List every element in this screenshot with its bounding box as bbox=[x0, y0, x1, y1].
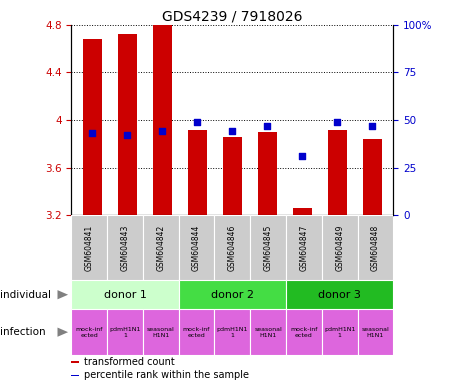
Text: GSM604842: GSM604842 bbox=[156, 225, 165, 271]
Bar bbox=[214, 215, 250, 280]
Bar bbox=[178, 215, 214, 280]
Text: pdmH1N1
1: pdmH1N1 1 bbox=[109, 327, 140, 338]
Text: donor 3: donor 3 bbox=[318, 290, 360, 300]
Bar bbox=[107, 215, 143, 280]
Bar bbox=[71, 309, 107, 355]
Bar bbox=[250, 215, 285, 280]
Bar bbox=[257, 132, 276, 215]
Text: transformed count: transformed count bbox=[84, 357, 174, 367]
Bar bbox=[327, 129, 346, 215]
Point bbox=[368, 122, 375, 129]
Bar bbox=[71, 361, 79, 363]
Text: seasonal
H1N1: seasonal H1N1 bbox=[361, 327, 388, 338]
Text: seasonal
H1N1: seasonal H1N1 bbox=[254, 327, 281, 338]
Bar bbox=[250, 309, 285, 355]
Text: GSM604844: GSM604844 bbox=[191, 225, 201, 271]
Text: GSM604848: GSM604848 bbox=[370, 225, 379, 271]
Text: GSM604843: GSM604843 bbox=[120, 225, 129, 271]
Text: mock-inf
ected: mock-inf ected bbox=[182, 327, 210, 338]
Bar bbox=[285, 280, 392, 309]
Text: pdmH1N1
1: pdmH1N1 1 bbox=[323, 327, 354, 338]
Bar bbox=[214, 309, 250, 355]
Text: infection: infection bbox=[0, 327, 46, 337]
Point bbox=[193, 119, 201, 125]
Bar bbox=[83, 39, 102, 215]
Point bbox=[298, 153, 305, 159]
Text: donor 2: donor 2 bbox=[210, 290, 253, 300]
Text: donor 1: donor 1 bbox=[103, 290, 146, 300]
Text: GSM604845: GSM604845 bbox=[263, 225, 272, 271]
Text: individual: individual bbox=[0, 290, 51, 300]
Bar bbox=[321, 215, 357, 280]
Bar bbox=[152, 25, 172, 215]
Bar bbox=[285, 215, 321, 280]
Bar bbox=[143, 309, 178, 355]
Bar bbox=[357, 215, 392, 280]
Bar bbox=[187, 129, 207, 215]
Polygon shape bbox=[57, 328, 68, 337]
Bar bbox=[118, 35, 137, 215]
Bar bbox=[178, 309, 214, 355]
Bar bbox=[71, 215, 107, 280]
Text: seasonal
H1N1: seasonal H1N1 bbox=[146, 327, 174, 338]
Bar bbox=[357, 309, 392, 355]
Text: GSM604846: GSM604846 bbox=[227, 225, 236, 271]
Point bbox=[123, 132, 131, 138]
Point bbox=[333, 119, 340, 125]
Bar bbox=[222, 137, 241, 215]
Text: GSM604841: GSM604841 bbox=[84, 225, 94, 271]
Bar bbox=[285, 309, 321, 355]
Text: mock-inf
ected: mock-inf ected bbox=[75, 327, 103, 338]
Point bbox=[228, 128, 235, 134]
Bar bbox=[71, 374, 79, 376]
Title: GDS4239 / 7918026: GDS4239 / 7918026 bbox=[162, 10, 302, 24]
Bar bbox=[321, 309, 357, 355]
Text: pdmH1N1
1: pdmH1N1 1 bbox=[216, 327, 247, 338]
Bar bbox=[292, 208, 311, 215]
Bar bbox=[107, 309, 143, 355]
Point bbox=[263, 122, 270, 129]
Polygon shape bbox=[57, 290, 68, 300]
Text: percentile rank within the sample: percentile rank within the sample bbox=[84, 370, 249, 381]
Point bbox=[89, 130, 96, 136]
Point bbox=[158, 128, 166, 134]
Text: GSM604849: GSM604849 bbox=[335, 225, 343, 271]
Bar bbox=[71, 280, 178, 309]
Bar bbox=[178, 280, 285, 309]
Bar bbox=[143, 215, 178, 280]
Text: GSM604847: GSM604847 bbox=[299, 225, 308, 271]
Text: mock-inf
ected: mock-inf ected bbox=[290, 327, 317, 338]
Bar bbox=[362, 139, 381, 215]
